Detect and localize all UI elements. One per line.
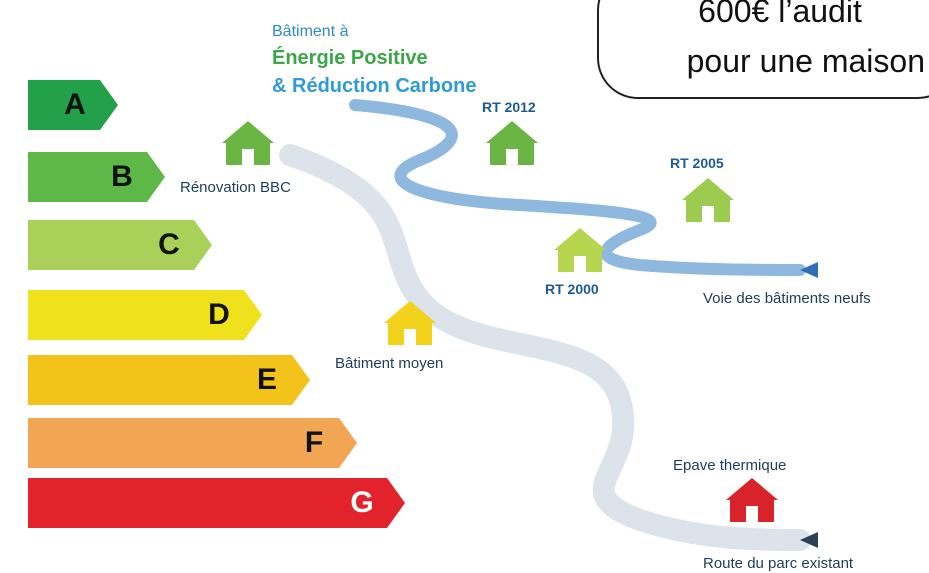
energy-bar xyxy=(28,220,212,270)
energy-letter: D xyxy=(208,298,230,331)
energy-letter: B xyxy=(111,160,133,193)
callout-line: 600€ l’audit xyxy=(698,0,862,29)
house-label: RT 2005 xyxy=(670,155,724,171)
house-door xyxy=(746,506,758,522)
energy-bar xyxy=(28,152,165,202)
house-label: Epave thermique xyxy=(673,457,786,474)
energy-letter: C xyxy=(158,228,180,261)
headline-line: Énergie Positive xyxy=(272,46,428,69)
arrow-new xyxy=(800,262,818,278)
house-label: Rénovation BBC xyxy=(180,179,291,196)
road-label: Route du parc existant xyxy=(703,555,854,572)
callout-line: pour une maison xyxy=(687,43,925,79)
energy-letter: E xyxy=(257,363,277,396)
energy-letter: F xyxy=(305,426,323,459)
road-label: Voie des bâtiments neufs xyxy=(703,290,871,307)
house-door xyxy=(702,206,714,222)
diagram: 600€ l’audit pour une maison Bâtiment à … xyxy=(0,0,929,573)
house-door xyxy=(404,329,416,345)
house-door xyxy=(506,149,518,165)
energy-bar xyxy=(28,478,405,528)
house-door xyxy=(574,256,586,272)
house-label: RT 2012 xyxy=(482,99,536,115)
house-label: Bâtiment moyen xyxy=(335,355,443,372)
headline-line: & Réduction Carbone xyxy=(272,75,476,97)
house-door xyxy=(242,149,254,165)
energy-letter: G xyxy=(350,486,373,519)
house-label: RT 2000 xyxy=(545,281,599,297)
energy-letter: A xyxy=(64,88,86,121)
headline-line: Bâtiment à xyxy=(272,23,349,40)
